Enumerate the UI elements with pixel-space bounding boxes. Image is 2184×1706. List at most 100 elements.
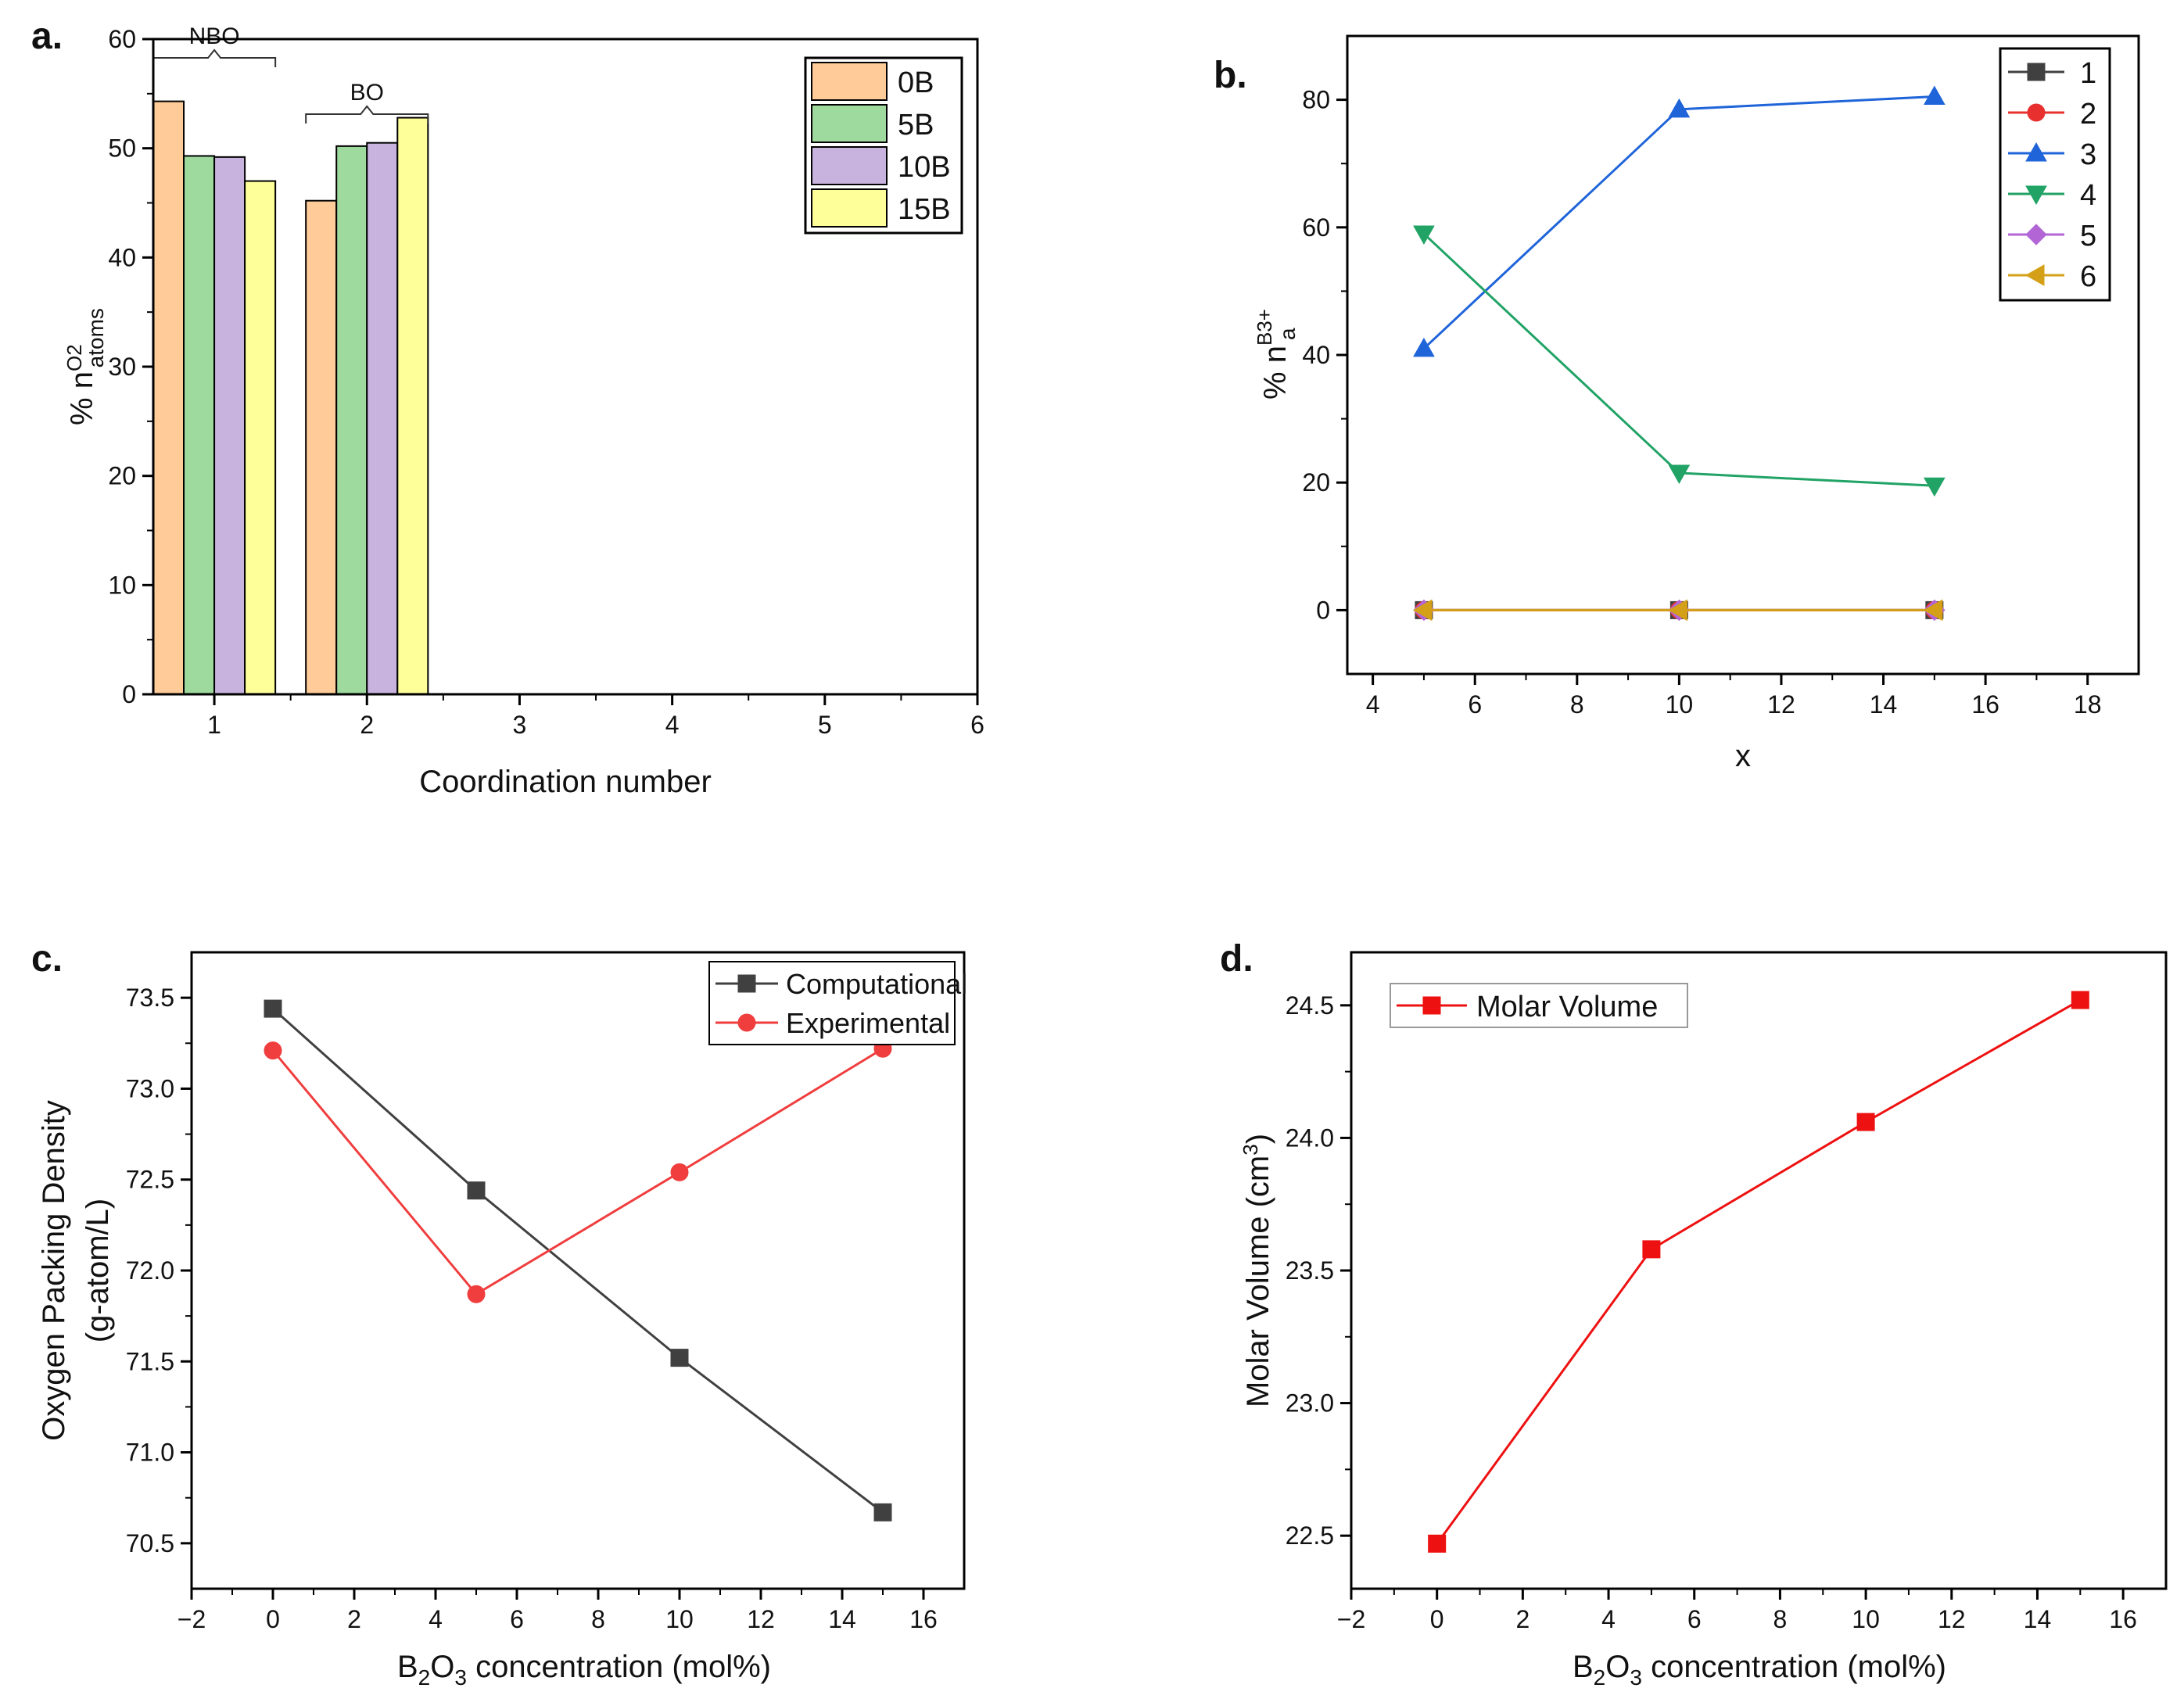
- panel-label-c: c.: [31, 938, 63, 980]
- chart-d-y-axis-label: Molar Volume (cm3): [1239, 1134, 1275, 1407]
- chart-d-y-tick-label: 22.5: [1286, 1521, 1334, 1550]
- chart-c-legend-marker-computational: [737, 974, 756, 993]
- chart-a-y-axis-label: % nO2atoms: [63, 308, 108, 425]
- chart-a-bar-15B-cn1: [244, 180, 277, 696]
- chart-c-point-computational-2: [670, 1349, 689, 1367]
- chart-c-line-computational: [271, 1007, 884, 1514]
- chart-a-legend-label-10B: 10B: [898, 151, 951, 184]
- chart-c-x-tick-label: 4: [429, 1605, 443, 1633]
- chart-c-series: [264, 999, 892, 1521]
- chart-a-legend-label-15B: 15B: [898, 193, 951, 226]
- chart-d-x-tick-label: 14: [2024, 1605, 2052, 1633]
- chart-b-point-4-1: [1668, 464, 1691, 484]
- chart-a-legend-swatch-0B: [811, 62, 888, 101]
- chart-a-y-tick-label: 50: [108, 134, 136, 163]
- chart-c-y-tick-label: 71.5: [126, 1347, 174, 1375]
- chart-a-y-tick-label: 10: [108, 571, 136, 599]
- chart-d-x-tick-label: 12: [1938, 1605, 1966, 1633]
- chart-b-point-6-2: [1923, 599, 1943, 622]
- chart-c-y-axis-label: Oxygen Packing Density: [37, 1100, 71, 1441]
- chart-a-bars: [152, 100, 429, 696]
- chart-c-point-computational-1: [467, 1181, 486, 1200]
- chart-a-y-tick-label: 20: [108, 462, 136, 490]
- chart-d-x-axis-label: B2O3 concentration (mol%): [1573, 1650, 1946, 1690]
- chart-d-x-tick-label: 4: [1601, 1605, 1616, 1633]
- chart-b-y-tick-label: 40: [1302, 341, 1330, 369]
- chart-b-x-tick-label: 12: [1767, 690, 1795, 719]
- chart-d-x-tick-label: 6: [1687, 1605, 1702, 1633]
- chart-a-legend-swatch-10B: [811, 146, 888, 185]
- chart-a-bar-10B-cn1: [213, 156, 246, 695]
- chart-b-point-3-1: [1668, 98, 1691, 118]
- chart-c-x-tick-label: 8: [591, 1605, 605, 1633]
- chart-c-line-experimental: [271, 1047, 884, 1296]
- panel-label-a: a.: [31, 16, 63, 57]
- chart-b-point-3-0: [1413, 337, 1435, 357]
- chart-a-annotation-bo: BO: [350, 80, 384, 106]
- chart-c-x-tick-label: 2: [347, 1605, 361, 1633]
- chart-b-plot-frame: [1346, 34, 2140, 676]
- chart-a-legend-label-0B: 0B: [898, 66, 934, 99]
- chart-a-bracket-bo: [305, 105, 429, 124]
- chart-b-legend: 1 2 3 4 5 6: [1999, 47, 2111, 302]
- chart-c-y-tick-label: 72.5: [126, 1166, 174, 1194]
- chart-b-legend-label-3: 3: [2080, 138, 2096, 171]
- chart-c-point-experimental-1: [467, 1285, 486, 1303]
- chart-c-point-computational-3: [873, 1503, 892, 1521]
- chart-a-y-tick-label: 0: [122, 680, 136, 708]
- chart-c-legend: Computational Experimental: [708, 961, 967, 1045]
- chart-b-x-tick-label: 8: [1570, 690, 1584, 719]
- chart-a-bar-10B-cn2: [366, 142, 399, 695]
- chart-a-x-tick-label: 3: [513, 711, 527, 739]
- chart-c-legend-label-computational: Computational: [786, 968, 967, 1000]
- chart-a-bar-15B-cn2: [396, 116, 429, 695]
- chart-a-x-tick-label: 1: [207, 711, 221, 739]
- chart-b-x-tick-label: 14: [1870, 690, 1898, 719]
- chart-c: c. −2 0 2 4 6 8 10 12 14 16 70.5 71.0 71.5 72.0 72.5 73…: [31, 938, 967, 1690]
- chart-a-x-tick-label: 4: [665, 711, 680, 739]
- chart-a-y-tick-label: 30: [108, 353, 136, 381]
- chart-d-x-tick-label: −2: [1337, 1605, 1365, 1633]
- chart-b-legend-marker-2: [2027, 103, 2046, 122]
- chart-d-x-tick-label: 16: [2109, 1605, 2137, 1633]
- chart-b-legend-marker-3: [2025, 142, 2047, 162]
- chart-b-point-3-2: [1923, 85, 1946, 106]
- chart-a-bar-5B-cn1: [183, 155, 216, 695]
- chart-b-legend-label-2: 2: [2080, 98, 2096, 131]
- chart-d-legend-label: Molar Volume: [1476, 991, 1658, 1023]
- chart-b-ticks: 4 6 8 10 12 14 16 18 0 20 40 60 80: [1302, 86, 2101, 719]
- chart-b-y-axis-label: % nB3+a: [1253, 309, 1300, 400]
- chart-d-legend-marker: [1422, 996, 1441, 1015]
- chart-c-x-tick-label: 14: [828, 1605, 856, 1633]
- chart-a-bar-5B-cn2: [335, 145, 368, 695]
- chart-b-legend-label-1: 1: [2080, 57, 2096, 90]
- chart-b-point-6-0: [1412, 599, 1433, 622]
- chart-a-plot-frame: [152, 38, 979, 696]
- chart-a-bar-0B-cn1: [152, 100, 185, 696]
- chart-b-point-4-2: [1923, 477, 1946, 497]
- chart-a-y-tick-label: 40: [108, 243, 136, 271]
- chart-b-x-tick-label: 16: [1971, 690, 1999, 719]
- chart-a-legend: 0B 5B 10B 15B: [804, 56, 963, 235]
- chart-a-annotation-nbo: NBO: [189, 23, 240, 49]
- chart-d-point-molar-volume-2: [1856, 1113, 1875, 1131]
- chart-a-x-tick-label: 6: [970, 711, 984, 739]
- panel-label-b: b.: [1214, 55, 1247, 96]
- chart-c-point-experimental-2: [670, 1163, 689, 1181]
- chart-d-plot-frame: [1350, 951, 2168, 1590]
- chart-b-x-axis-label: x: [1735, 739, 1751, 773]
- chart-c-plot-frame: [190, 951, 966, 1590]
- chart-b-x-tick-label: 18: [2074, 690, 2102, 719]
- chart-c-y-tick-label: 72.0: [126, 1256, 174, 1285]
- chart-c-point-computational-0: [264, 999, 282, 1018]
- chart-b-legend-label-6: 6: [2080, 260, 2096, 293]
- chart-c-x-axis-label: B2O3 concentration (mol%): [397, 1650, 771, 1690]
- chart-c-y-tick-label: 73.0: [126, 1074, 174, 1102]
- chart-c-legend-marker-experimental: [737, 1013, 756, 1032]
- chart-d-x-tick-label: 10: [1852, 1605, 1880, 1633]
- chart-d-ticks: −2 0 2 4 6 8 10 12 14 16 22.5 23.0 23.5 24.0 24.5: [1286, 991, 2137, 1633]
- chart-c-x-tick-label: 16: [909, 1605, 938, 1633]
